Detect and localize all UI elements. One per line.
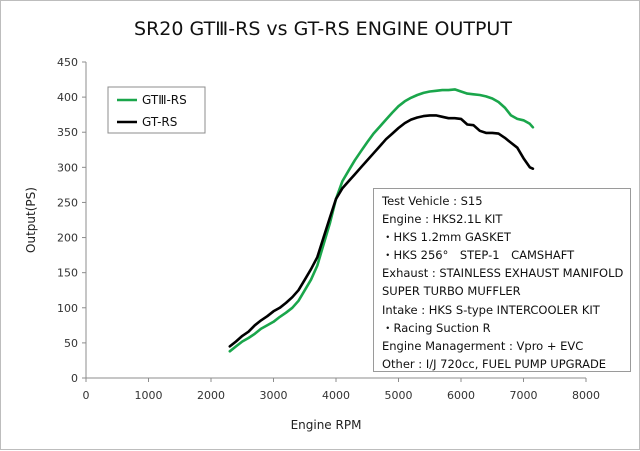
x-tick-label: 6000	[447, 389, 475, 402]
info-line: ・Racing Suction R	[382, 320, 491, 335]
x-tick-label: 8000	[572, 389, 600, 402]
legend-box	[107, 86, 206, 134]
y-tick-label: 250	[57, 196, 78, 209]
x-tick-label: 3000	[260, 389, 288, 402]
info-line: ・HKS 1.2mm GASKET	[382, 230, 511, 245]
x-tick-label: 0	[83, 389, 90, 402]
x-tick-label: 7000	[510, 389, 538, 402]
y-tick-label: 200	[57, 232, 78, 245]
plot-area: 0 50 100 150 200 250 300 350 400 450 0 1000 2000 3000…	[57, 56, 600, 402]
legend-label: GTⅢ-RS	[142, 93, 187, 107]
y-tick-label: 150	[57, 267, 78, 280]
y-tick-label: 0	[71, 372, 78, 385]
chart-title: SR20 GTⅢ-RS vs GT-RS ENGINE OUTPUT	[134, 18, 512, 40]
info-line: Intake : HKS S-type INTERCOOLER KIT	[382, 302, 600, 317]
info-line: Exhaust : STAINLESS EXHAUST MANIFOLD	[382, 266, 624, 281]
info-line: Test Vehicle : S15	[382, 194, 483, 208]
y-tick-label: 400	[57, 91, 78, 104]
legend-label: GT-RS	[142, 115, 177, 129]
y-tick-label: 350	[57, 126, 78, 139]
y-tick-label: 100	[57, 302, 78, 315]
x-axis-title: Engine RPM	[291, 418, 362, 432]
x-tick-label: 4000	[322, 389, 350, 402]
info-line: Engine : HKS2.1L KIT	[382, 212, 503, 227]
y-axis-title: Output(PS)	[24, 187, 38, 253]
test-vehicle-info-box: Test Vehicle : S15 Engine : HKS2.1L KIT ・…	[373, 188, 631, 372]
info-line: ・HKS 256° STEP-1 CAMSHAFT	[382, 248, 575, 263]
series-line-gt-rs	[228, 114, 535, 348]
info-line: Other : I/J 720cc, FUEL PUMP UPGRADE	[382, 356, 607, 371]
y-tick-label: 300	[57, 161, 78, 174]
info-line: Engine Managerment : Vpro + EVC	[382, 338, 584, 353]
y-tick-label: 450	[57, 56, 78, 69]
x-tick-label: 1000	[135, 389, 163, 402]
info-line: SUPER TURBO MUFFLER	[382, 284, 521, 299]
y-tick-label: 50	[64, 337, 78, 350]
x-tick-label: 2000	[197, 389, 225, 402]
legend: GTⅢ-RS GT-RS	[107, 86, 206, 134]
series-line-gt3-rs	[228, 88, 535, 353]
x-tick-label: 5000	[385, 389, 413, 402]
